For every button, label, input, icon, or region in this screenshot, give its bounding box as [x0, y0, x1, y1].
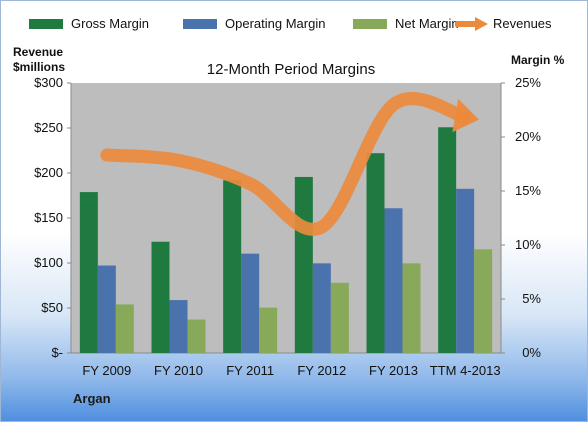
axes-group — [67, 82, 505, 354]
legend-label-revenues: Revenues — [493, 16, 552, 31]
bar-gross-margin — [294, 176, 313, 353]
right-tick-label: 5% — [522, 291, 541, 306]
category-label: FY 2011 — [226, 363, 274, 378]
right-tick-label: 25% — [515, 75, 541, 90]
legend-swatch-net-margin — [353, 19, 387, 29]
bar-gross-margin — [151, 241, 170, 353]
legend-label-operating-margin: Operating Margin — [225, 16, 326, 31]
category-label: FY 2012 — [297, 363, 346, 378]
revenue-line-group — [100, 92, 479, 236]
revenue-line — [100, 92, 472, 236]
bar-net-margin — [115, 304, 134, 353]
company-label: Argan — [73, 391, 111, 406]
category-label: FY 2010 — [154, 363, 203, 378]
tick-labels-group: $- $50 $100 $150 $200 $250 $300 0% 5% 10% 15% 20% 25… — [34, 75, 541, 378]
category-label: FY 2013 — [369, 363, 418, 378]
right-axis-title: Margin % — [511, 53, 565, 67]
left-tick-label: $150 — [34, 210, 63, 225]
legend-swatch-gross-margin — [29, 19, 63, 29]
left-axis-title: Revenue $millions — [13, 45, 65, 75]
bar-net-margin — [402, 263, 421, 353]
bar-net-margin — [330, 282, 349, 353]
left-tick-label: $300 — [34, 75, 63, 90]
bar-net-margin — [187, 319, 206, 353]
revenue-arrowhead — [452, 98, 479, 133]
left-tick-label: $50 — [41, 300, 63, 315]
left-axis-title-line-2: $millions — [13, 60, 66, 74]
bar-operating-margin — [241, 253, 260, 353]
left-tick-label: $100 — [34, 255, 63, 270]
category-label: FY 2009 — [82, 363, 131, 378]
bar-gross-margin — [223, 180, 242, 353]
legend-swatch-operating-margin — [183, 19, 217, 29]
bar-gross-margin — [438, 127, 457, 353]
right-tick-label: 0% — [522, 345, 541, 360]
right-tick-label: 20% — [515, 129, 541, 144]
bar-operating-margin — [169, 300, 188, 353]
legend-label-net-margin: Net Margin — [395, 16, 459, 31]
left-tick-label: $- — [51, 345, 63, 360]
bar-net-margin — [259, 307, 278, 353]
bar-gross-margin — [366, 153, 385, 353]
left-tick-label: $200 — [34, 165, 63, 180]
bar-gross-margin — [79, 192, 98, 353]
bar-operating-margin — [456, 188, 475, 353]
bar-operating-margin — [97, 265, 116, 353]
bar-operating-margin — [312, 263, 331, 353]
bar-net-margin — [474, 249, 493, 353]
category-label: TTM 4-2013 — [430, 363, 501, 378]
legend-arrow-revenues — [455, 17, 488, 31]
chart-title: 12-Month Period Margins — [206, 61, 376, 78]
chart-legend: Gross Margin Operating Margin Net Margin… — [1, 15, 587, 35]
bar-operating-margin — [384, 208, 403, 353]
legend-label-gross-margin: Gross Margin — [71, 16, 150, 31]
right-tick-label: 10% — [515, 237, 541, 252]
left-axis-title-line-1: Revenue — [13, 45, 64, 59]
left-tick-label: $250 — [34, 120, 63, 135]
right-tick-label: 15% — [515, 183, 541, 198]
